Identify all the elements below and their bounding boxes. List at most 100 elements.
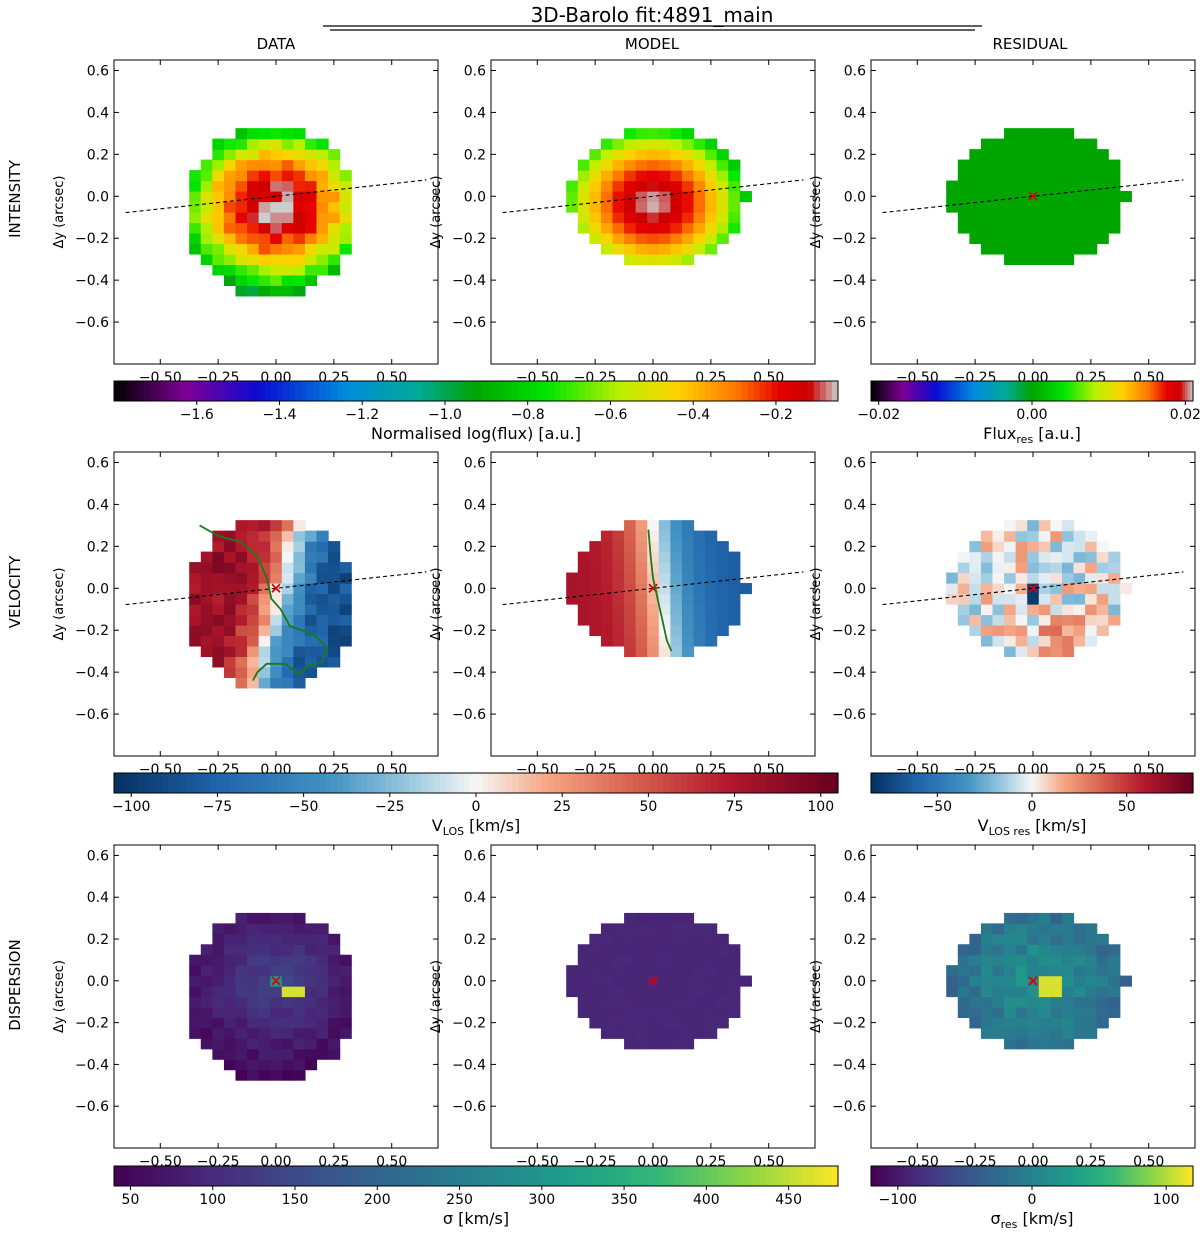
heatmap-cell: [716, 201, 729, 213]
heatmap-cell: [681, 232, 695, 245]
colorbar-swatch: [590, 773, 598, 793]
colorbar-swatch: [614, 1166, 622, 1186]
colorbar-swatch: [1080, 773, 1084, 793]
heatmap-cell: [705, 551, 718, 563]
heatmap-cell: [1004, 624, 1017, 637]
heatmap-cell: [304, 975, 318, 987]
heatmap-cell: [200, 614, 213, 626]
colorbar-swatch: [403, 1166, 411, 1186]
center-marker: [1028, 191, 1038, 201]
heatmap-cell: [270, 624, 283, 637]
heatmap-cell: [992, 1027, 1005, 1039]
heatmap-cell: [946, 572, 959, 584]
colorbar-swatch: [1139, 773, 1143, 793]
heatmap-cell: [1050, 912, 1063, 924]
heatmap-cell: [258, 912, 271, 924]
heatmap-cell: [270, 159, 283, 171]
colorbar-swatch: [1182, 1166, 1186, 1186]
heatmap-cell: [624, 572, 637, 584]
heatmap-cell: [635, 222, 648, 234]
y-axis-label: Δy (arcsec): [52, 568, 67, 641]
heatmap-cell: [980, 975, 994, 987]
heatmap-cell: [270, 572, 283, 584]
colorbar-swatch: [997, 773, 1001, 793]
colorbar-swatch: [717, 773, 724, 793]
heatmap-cell: [647, 191, 660, 203]
colorbar-swatch: [427, 1166, 435, 1186]
heatmap-cell: [223, 583, 237, 595]
colorbar-swatch: [1136, 773, 1140, 793]
heatmap-cell: [304, 159, 318, 171]
colorbar-swatch: [1007, 773, 1012, 793]
heatmap-cell: [247, 912, 260, 924]
colorbar-swatch: [1072, 1166, 1076, 1186]
heatmap-cell: [635, 201, 648, 213]
heatmap-cell: [189, 1027, 202, 1039]
colorbar-swatch: [801, 381, 809, 401]
heatmap-cell: [328, 572, 341, 584]
heatmap-cell: [339, 212, 352, 224]
colorbar-swatch: [1010, 1166, 1014, 1186]
heatmap-cell: [1004, 191, 1017, 203]
heatmap-cell: [624, 1038, 637, 1050]
y-axis-label: Δy (arcsec): [809, 176, 824, 249]
colorbar-swatch: [174, 381, 181, 401]
heatmap-cell: [304, 1027, 318, 1039]
heatmap-cell: [670, 635, 683, 647]
heatmap-cell: [624, 562, 637, 574]
heatmap-cell: [728, 986, 741, 998]
heatmap-cell: [270, 666, 283, 678]
colorbar-swatch: [807, 1166, 815, 1186]
heatmap-cell: [235, 635, 248, 647]
colorbar-swatch: [1168, 381, 1173, 401]
heatmap-cell: [658, 923, 671, 935]
heatmap-cell: [1004, 222, 1017, 234]
heatmap-cell: [1073, 986, 1086, 998]
heatmap-cell: [1015, 1006, 1028, 1018]
colorbar-swatch: [632, 773, 640, 793]
heatmap-cell: [658, 128, 671, 140]
heatmap-cell: [705, 243, 718, 255]
heatmap-cell: [992, 191, 1005, 203]
heatmap-cell: [1085, 933, 1098, 945]
heatmap-cell: [600, 954, 614, 966]
heatmap-cell: [716, 1006, 729, 1018]
heatmap-panel-velocity-residual: [946, 520, 1132, 658]
heatmap-cell: [969, 191, 982, 203]
colorbar-swatch: [114, 1166, 121, 1186]
colorbar-swatch: [1182, 773, 1186, 793]
heatmap-cell: [693, 1006, 706, 1018]
heatmap-cell: [304, 1048, 318, 1060]
heatmap-cell: [281, 138, 294, 150]
heatmap-cell: [635, 604, 648, 616]
colorbar-swatch: [1037, 381, 1041, 401]
heatmap-cell: [223, 212, 237, 224]
heatmap-cell: [1004, 1006, 1017, 1018]
heatmap-cell: [658, 520, 671, 532]
heatmap-cell: [293, 562, 306, 574]
heatmap-cell: [980, 624, 994, 637]
heatmap-cell: [705, 614, 718, 626]
colorbar-swatch: [1107, 381, 1111, 401]
y-tick-label: 0.0: [464, 581, 486, 597]
heatmap-cell: [247, 243, 260, 255]
heatmap-cell: [258, 677, 271, 689]
heatmap-cell: [647, 201, 660, 213]
colorbar-tick-label: 75: [726, 799, 744, 815]
colorbar-swatch: [138, 1166, 145, 1186]
colorbar-swatch: [566, 381, 574, 401]
heatmap-cell: [235, 975, 248, 987]
colorbar-tick-label: −50: [923, 799, 953, 815]
colorbar-swatch: [1117, 1166, 1122, 1186]
heatmap-cell: [658, 572, 671, 584]
heatmap-cell: [281, 1027, 294, 1039]
colorbar-swatch: [908, 773, 912, 793]
heatmap-cell: [647, 520, 660, 532]
colorbar-swatch: [530, 773, 537, 793]
heatmap-cell: [258, 1038, 271, 1050]
heatmap-cell: [1004, 604, 1017, 616]
colorbar-swatch: [705, 381, 712, 401]
colorbar-tick-label: −25: [375, 799, 405, 815]
heatmap-cell: [624, 614, 637, 626]
